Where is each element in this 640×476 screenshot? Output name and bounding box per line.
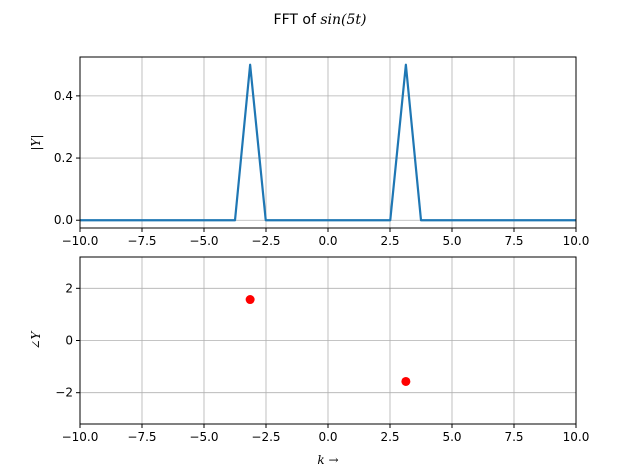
x-tick-label: 7.5	[504, 430, 523, 444]
x-axis-label: k →	[317, 453, 338, 467]
x-tick-label: −7.5	[127, 234, 156, 248]
y-axis-label: |Y|	[29, 134, 43, 150]
x-tick-label: 0.0	[318, 234, 337, 248]
y-tick-label: 0	[65, 334, 73, 348]
y-tick-label: 0.0	[54, 213, 73, 227]
y-axis-label: ∠Y	[29, 330, 43, 349]
x-tick-label: −10.0	[62, 234, 99, 248]
y-tick-label: 0.2	[54, 151, 73, 165]
x-tick-label: 2.5	[380, 234, 399, 248]
magnitude-line	[80, 63, 576, 222]
figure-title: FFT of sin(5t)	[274, 12, 367, 28]
x-tick-label: −2.5	[251, 234, 280, 248]
x-tick-label: −10.0	[62, 430, 99, 444]
magnitude-axes: −10.0 −7.5 −5.0 −2.5 0.0 2.5 5.0 7.5 10.0 0.0 0.2 0…	[29, 56, 590, 248]
x-tick-label: 0.0	[318, 430, 337, 444]
y-tick-label: 2	[65, 281, 73, 295]
x-tick-label: 10.0	[563, 234, 590, 248]
x-tick-label: 7.5	[504, 234, 523, 248]
title-prefix: FFT of	[274, 12, 321, 28]
x-tick-label: 2.5	[380, 430, 399, 444]
y-tick-label: 0.4	[54, 89, 73, 103]
title-math: sin(5t)	[320, 12, 366, 28]
y-tick-label: −2	[55, 386, 73, 400]
x-tick-label: −7.5	[127, 430, 156, 444]
phase-point	[245, 295, 255, 305]
x-tick-label: −5.0	[189, 430, 218, 444]
x-tick-label: 5.0	[442, 234, 461, 248]
x-tick-label: 5.0	[442, 430, 461, 444]
x-tick-label: −5.0	[189, 234, 218, 248]
phase-point	[401, 376, 411, 386]
x-tick-label: −2.5	[251, 430, 280, 444]
phase-axes: −10.0 −7.5 −5.0 −2.5 0.0 2.5 5.0 7.5 10.0 −2 0 2 ∠Y k…	[29, 256, 590, 467]
x-tick-label: 10.0	[563, 430, 590, 444]
